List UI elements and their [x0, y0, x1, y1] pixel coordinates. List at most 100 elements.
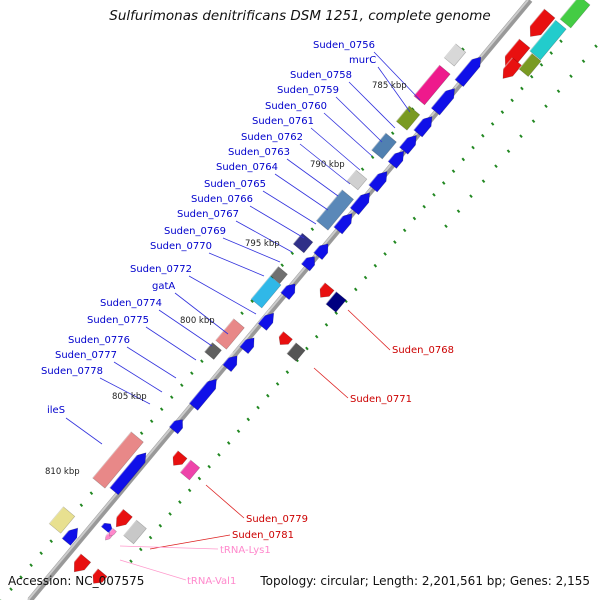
gene-label[interactable]: Suden_0770: [150, 241, 212, 252]
gene-label[interactable]: Suden_0761: [252, 116, 314, 127]
gene-label[interactable]: Suden_0763: [228, 147, 290, 158]
gene-label[interactable]: Suden_0775: [87, 315, 149, 326]
gene-label[interactable]: Suden_0768: [392, 345, 454, 356]
gene-label[interactable]: Suden_0766: [191, 194, 253, 205]
tick-mark: [531, 119, 536, 124]
tick-mark: [256, 405, 260, 410]
connector-line: [377, 66, 411, 113]
gene-highlight: [499, 38, 520, 63]
gene-label[interactable]: Suden_0772: [130, 264, 192, 275]
gene-shape: [313, 243, 329, 261]
tick-mark: [180, 383, 184, 388]
gene-shape: [398, 134, 417, 155]
connector-line: [249, 205, 305, 239]
gene-feature: [111, 508, 133, 528]
gene-shape: [48, 506, 76, 534]
rna-label[interactable]: tRNA-Val1: [187, 576, 236, 587]
gene-label[interactable]: Suden_0778: [41, 366, 103, 377]
connector-line: [208, 252, 265, 277]
tick-mark: [275, 382, 280, 386]
connector-line: [323, 112, 373, 157]
gene-feature: [123, 519, 147, 545]
gene-label[interactable]: Suden_0781: [232, 530, 294, 541]
gene-highlight: [300, 252, 311, 265]
gene-shape: [109, 452, 147, 496]
gene-shape: [518, 53, 542, 77]
gene-shape: [100, 522, 113, 535]
gene-label[interactable]: Suden_0776: [68, 335, 130, 346]
gene-label[interactable]: Suden_0774: [100, 298, 162, 309]
gene-shape: [286, 342, 306, 362]
gene-feature: [333, 209, 353, 235]
gene-feature: [395, 105, 421, 131]
tick-mark: [334, 311, 338, 315]
connector-line: [145, 326, 197, 361]
gene-shape: [559, 0, 591, 29]
gene-shape: [413, 116, 433, 138]
gene-label[interactable]: Suden_0765: [204, 179, 266, 190]
tick-mark: [451, 169, 456, 174]
gene-label[interactable]: Suden_0762: [241, 132, 303, 143]
connector-line: [99, 377, 151, 405]
scale-label: 805 kbp: [112, 392, 147, 402]
gene-shape: [325, 291, 347, 313]
connector-line: [373, 51, 421, 101]
gene-highlight: [313, 239, 325, 254]
tick-mark: [444, 224, 448, 229]
gene-label[interactable]: Suden_0764: [216, 162, 278, 173]
gene-label[interactable]: Suden_0758: [290, 70, 352, 81]
gene-feature: [239, 333, 255, 355]
gene-feature: [313, 239, 329, 261]
gene-label[interactable]: gatA: [152, 281, 175, 292]
label-connectors: [65, 51, 421, 581]
rna-label[interactable]: tRNA-Lys1: [220, 545, 271, 556]
gene-feature: [371, 132, 397, 160]
gene-feature: [179, 459, 201, 481]
gene-label[interactable]: Suden_0771: [350, 394, 412, 405]
gene-label[interactable]: ileS: [47, 405, 65, 416]
tick-mark: [373, 263, 378, 268]
tick-mark: [354, 287, 358, 292]
gene-shape: [222, 355, 238, 373]
gene-label[interactable]: Suden_0777: [55, 350, 117, 361]
gene-label[interactable]: Suden_0756: [313, 40, 375, 51]
gene-label[interactable]: Suden_0769: [164, 226, 226, 237]
gene-shape: [204, 342, 222, 360]
gene-feature: [346, 169, 368, 191]
tick-mark: [159, 407, 164, 412]
gene-highlight: [559, 0, 580, 20]
gene-highlight: [395, 105, 410, 122]
gene-label[interactable]: Suden_0767: [177, 209, 239, 220]
tick-mark: [226, 441, 231, 445]
tick-mark: [569, 74, 573, 79]
connector-line: [119, 559, 187, 581]
gene-label[interactable]: Suden_0759: [277, 85, 339, 96]
gene-feature: [68, 553, 92, 573]
gene-shape: [395, 105, 421, 131]
gene-label[interactable]: Suden_0779: [246, 514, 308, 525]
tick-mark: [441, 181, 446, 185]
gene-shape: [292, 232, 314, 254]
tick-mark: [89, 491, 94, 496]
gene-label[interactable]: Suden_0760: [265, 101, 327, 112]
gene-highlight: [413, 112, 429, 131]
tick-mark: [594, 44, 598, 49]
gene-feature: [524, 8, 556, 37]
gene-shape: [172, 450, 188, 466]
gene-label[interactable]: murC: [349, 55, 376, 66]
gene-feature: [204, 342, 222, 360]
gene-highlight: [430, 84, 451, 109]
tick-mark: [240, 311, 244, 316]
gene-shape: [61, 527, 79, 546]
gene-highlight: [315, 282, 326, 294]
tick-mark: [29, 563, 33, 568]
tick-mark: [363, 275, 368, 280]
gene-feature: [280, 279, 296, 301]
tick-mark: [520, 86, 524, 91]
connector-line: [158, 309, 213, 347]
gene-feature: [300, 252, 315, 272]
gene-highlight: [61, 524, 74, 539]
gene-shape: [502, 57, 523, 79]
tick-mark: [197, 476, 202, 481]
gene-shape: [123, 519, 147, 545]
